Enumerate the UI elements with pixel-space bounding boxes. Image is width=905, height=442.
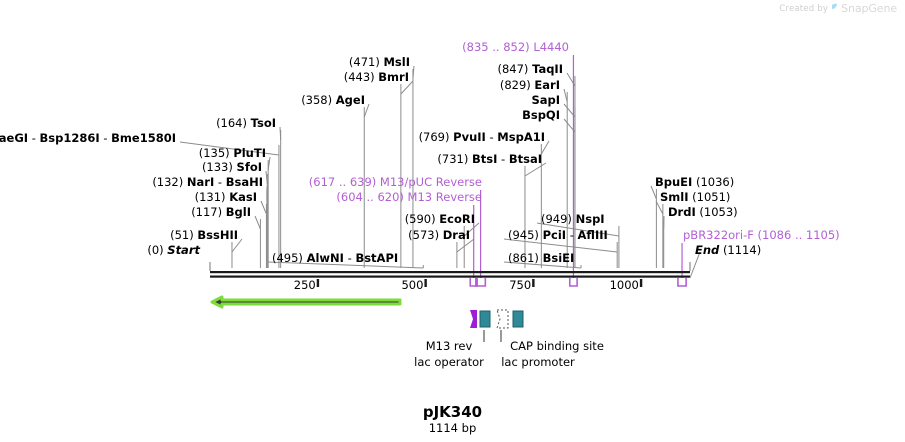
ruler-tick-label: 250 [293,278,316,292]
enzyme-label: SmlI (1051) [660,190,731,204]
enzyme-label: (829) EarI [499,78,560,92]
enzyme-label: (769) PvuII - MspA1I [418,130,545,144]
enzyme-label: DrdI (1053) [668,205,738,219]
enzyme-label: BpuEI (1036) [655,175,735,189]
enzyme-label: (132) NarI - BsaHI [152,175,263,189]
enzyme-label: (135) PluTI [198,146,266,160]
enzyme-label: (847) TaqII [497,62,563,76]
feature-caption: lac operator [414,355,484,369]
enzyme-label: (117) BglI [191,205,251,219]
primer-label: (835 .. 852) L4440 [462,40,569,54]
enzyme-label: BspQI [522,108,560,122]
ruler-tick-label: 1000 [609,278,639,292]
enzyme-label: (731) BtsI - BtsaI [437,152,542,166]
enzyme-label: (133) SfoI [201,160,262,174]
page-title: pJK340 [422,403,483,421]
enzyme-label: (861) BsiEI [508,251,575,265]
snapgene-wordmark: SnapGene [841,2,897,15]
ruler-tick-label: 500 [401,278,424,292]
feature-caption: lac promoter [501,355,575,369]
feature-caption: M13 rev [425,339,473,353]
enzyme-label: (573) DraI [408,228,470,242]
snapgene-leaf-icon [831,3,838,14]
primer-label: pBR322ori-F (1086 .. 1105) [683,228,840,242]
enzyme-label: (358) AgeI [301,93,365,107]
enzyme-label: (160) BaeGI - Bsp1286I - Bme1580I [0,131,176,145]
created-by-label: Created by [779,3,829,14]
start-marker-label: (0) Start [147,243,200,257]
enzyme-label: (164) TsoI [216,116,276,130]
enzyme-label: SapI [531,93,560,107]
primer-label: (617 .. 639) M13/pUC Reverse [308,175,482,189]
snapgene-branding: Created by SnapGene [779,2,897,15]
ruler-tick-label: 750 [509,278,532,292]
end-marker-label: End (1114) [695,243,762,257]
enzyme-label: (51) BssHII [170,228,238,242]
enzyme-label: (471) MslI [348,55,410,69]
enzyme-label: (443) BmrI [343,70,409,84]
enzyme-label: (131) KasI [194,190,257,204]
enzyme-label: (495) AlwNI - BstAPI [272,251,399,265]
plasmid-length: 1114 bp [428,421,477,435]
enzyme-label: (590) EcoRI [404,212,475,226]
feature-caption: CAP binding site [510,339,604,353]
primer-label: (604 .. 620) M13 Reverse [336,190,482,204]
enzyme-label: (949) NspI [541,212,605,226]
enzyme-label: (945) PciI - AflIII [508,228,608,242]
